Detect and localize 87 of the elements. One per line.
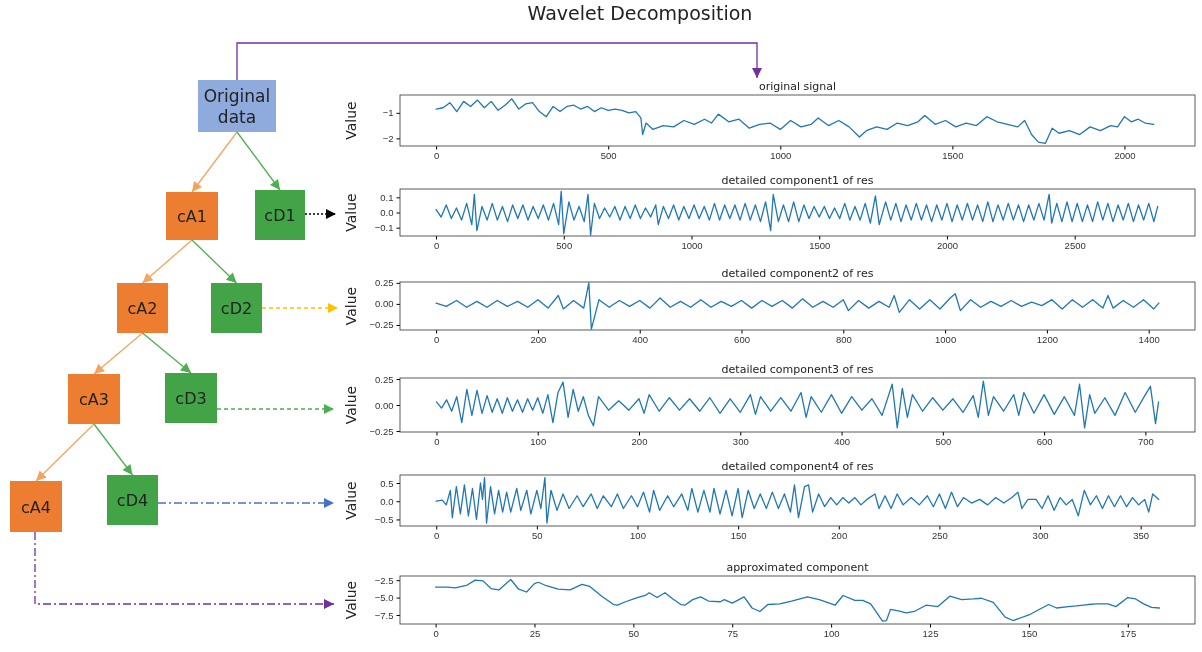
x-tick-label: 200 [631, 436, 648, 448]
x-tick-label: 50 [628, 628, 640, 640]
x-tick-label: 75 [727, 628, 739, 640]
chart-title: original signal [758, 80, 837, 93]
x-tick-label: 100 [823, 628, 840, 640]
chart-title: detailed component2 of res [721, 267, 874, 280]
y-tick-label: −2.5 [374, 574, 394, 586]
x-tick-label: 1500 [809, 240, 831, 252]
y-tick-label: −2 [382, 132, 394, 144]
x-tick-label: 0 [433, 334, 440, 346]
line-series [435, 282, 1160, 330]
x-tick-label: 1200 [1036, 334, 1058, 346]
x-tick-label: 200 [831, 530, 848, 542]
y-tick-label: −5.0 [374, 592, 394, 604]
text: cA2 [127, 299, 158, 318]
x-tick-label: 0 [433, 628, 439, 640]
x-tick-label: 1000 [770, 150, 792, 162]
y-tick-label: −0.1 [374, 222, 394, 234]
x-tick-label: 2500 [1064, 240, 1086, 252]
y-tick-label: −0.25 [369, 319, 394, 331]
line-series [435, 380, 1160, 429]
x-tick-label: 2000 [1114, 150, 1136, 162]
x-tick-label: 125 [922, 628, 939, 640]
x-tick-label: 350 [1133, 530, 1150, 542]
x-tick-label: 200 [530, 334, 547, 346]
line-series [434, 578, 1161, 622]
y-tick-label: −0.5 [374, 513, 394, 525]
x-tick-label: 1000 [935, 334, 957, 346]
y-tick-label: 0.1 [380, 191, 394, 203]
x-tick-label: 25 [529, 628, 541, 640]
line-series [435, 190, 1159, 236]
x-tick-label: 300 [732, 436, 749, 448]
y-axis-title: Value [343, 101, 359, 140]
text: cD1 [264, 206, 296, 225]
y-tick-label: 0.00 [375, 399, 394, 411]
y-axis-title: Value [343, 580, 359, 620]
line-series [435, 98, 1155, 145]
y-tick-label: 0.0 [380, 495, 394, 507]
text: cD2 [220, 299, 253, 318]
x-tick-label: 400 [632, 334, 649, 346]
line-series [435, 476, 1160, 524]
x-tick-label: 0 [433, 240, 440, 252]
text: cA1 [177, 207, 207, 226]
x-tick-label: 500 [935, 436, 952, 448]
chart-title: detailed component3 of res [721, 363, 874, 376]
x-tick-label: 0 [433, 150, 440, 162]
x-tick-label: 50 [532, 530, 543, 542]
y-tick-label: 0.25 [375, 373, 394, 385]
text: cA4 [21, 497, 51, 517]
chart-title: detailed component1 of res [721, 174, 874, 187]
y-tick-label: 0.25 [375, 277, 394, 289]
y-tick-label: −7.5 [374, 609, 394, 621]
x-tick-label: 2000 [936, 240, 959, 252]
y-axis-title: Value [343, 286, 359, 326]
x-tick-label: 500 [600, 150, 617, 162]
x-tick-label: 600 [1036, 436, 1053, 448]
x-tick-label: 1000 [681, 240, 703, 252]
y-tick-label: −1 [382, 107, 394, 119]
x-tick-label: 250 [931, 530, 948, 542]
x-tick-label: 1400 [1138, 334, 1160, 346]
x-tick-label: 0 [434, 436, 440, 448]
y-tick-label: 0.5 [380, 477, 394, 489]
y-axis-title: Value [343, 385, 359, 425]
x-tick-label: 100 [630, 530, 646, 542]
text: cA3 [79, 390, 109, 409]
chart-title: detailed component4 of res [721, 460, 874, 473]
x-tick-label: 800 [835, 334, 852, 346]
text: cD3 [175, 389, 207, 408]
x-tick-label: 600 [734, 334, 750, 346]
x-tick-label: 100 [530, 436, 547, 448]
x-tick-label: 175 [1120, 628, 1137, 640]
text: cD4 [116, 491, 149, 510]
y-tick-label: 0.0 [380, 207, 394, 219]
y-tick-label: 0.00 [375, 298, 394, 310]
y-axis-title: Value [343, 481, 359, 520]
x-tick-label: 150 [730, 530, 747, 542]
y-axis-title: Value [343, 193, 359, 232]
x-tick-label: 400 [834, 436, 850, 448]
y-tick-label: −0.25 [369, 425, 394, 437]
x-tick-label: 500 [556, 240, 573, 252]
x-tick-label: 1500 [942, 150, 964, 162]
x-tick-label: 700 [1137, 436, 1154, 448]
x-tick-label: 300 [1032, 530, 1049, 542]
text: Wavelet Decomposition [527, 2, 753, 24]
x-tick-label: 150 [1021, 628, 1038, 640]
chart-title: approximated component [726, 561, 870, 574]
x-tick-label: 0 [434, 530, 440, 542]
